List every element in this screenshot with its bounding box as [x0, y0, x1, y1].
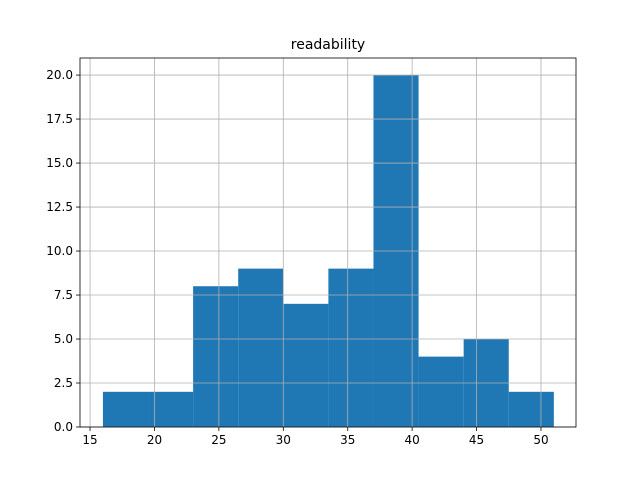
bar [193, 286, 239, 427]
bar [283, 303, 329, 427]
x-tick-label: 40 [404, 433, 419, 447]
x-tick-label: 45 [469, 433, 484, 447]
y-tick-label: 0.0 [54, 420, 73, 434]
y-tick-label: 5.0 [54, 332, 73, 346]
y-tick-label: 10.0 [46, 244, 73, 258]
bar [508, 391, 554, 427]
x-tick-label: 15 [82, 433, 97, 447]
plot-frame [79, 57, 577, 428]
bar [418, 356, 464, 427]
x-tick-label: 20 [147, 433, 162, 447]
bar [102, 391, 149, 427]
y-tick-label: 2.5 [54, 376, 73, 390]
x-tick-label: 25 [211, 433, 226, 447]
chart-title: readability [291, 37, 365, 53]
y-tick-label: 12.5 [46, 200, 73, 214]
x-tick-label: 50 [533, 433, 548, 447]
y-tick-label: 17.5 [46, 112, 73, 126]
y-tick-label: 7.5 [54, 288, 73, 302]
x-tick-label: 35 [340, 433, 355, 447]
x-tick-label: 30 [276, 433, 291, 447]
bar [328, 268, 374, 427]
y-tick-label: 15.0 [46, 156, 73, 170]
bar [238, 268, 284, 427]
bar [148, 391, 194, 427]
y-tick-label: 20.0 [46, 68, 73, 82]
